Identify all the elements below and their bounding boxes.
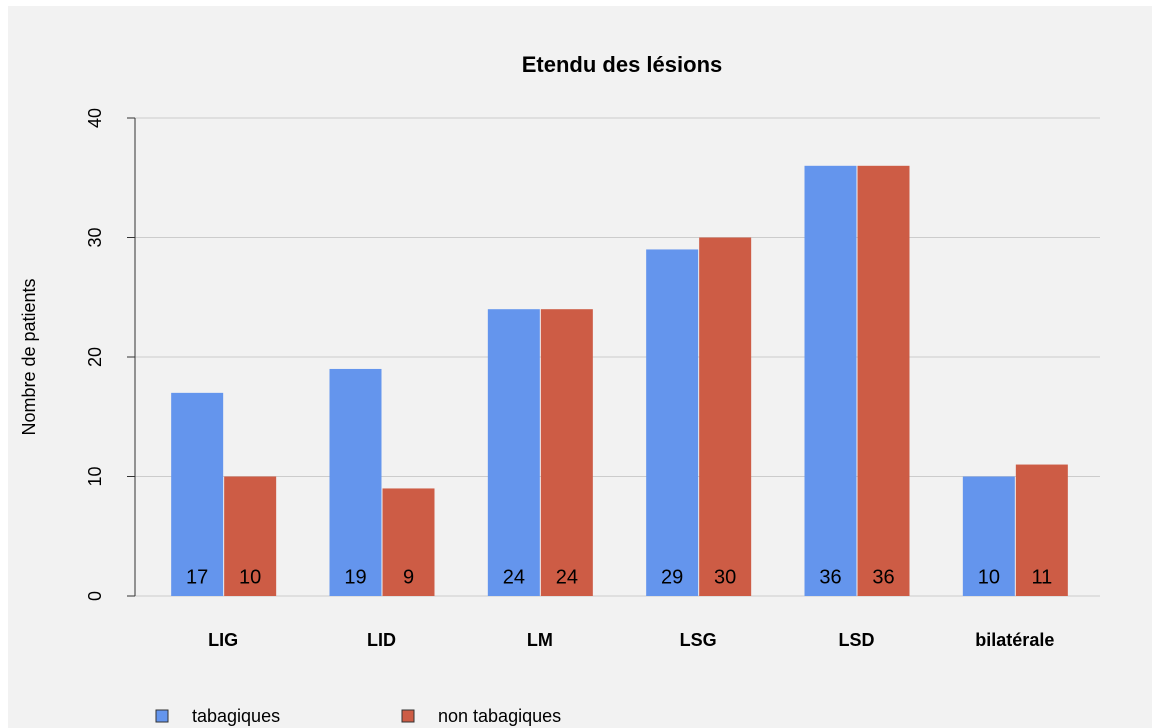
legend-label: non tabagiques [438, 706, 561, 726]
value-label: 36 [819, 566, 841, 588]
value-label: 10 [978, 566, 1000, 588]
y-tick-label: 20 [85, 347, 105, 367]
value-label: 19 [344, 566, 366, 588]
bar [962, 476, 1015, 596]
bar [487, 309, 540, 596]
bar [646, 249, 699, 596]
bar [540, 309, 593, 596]
bar [382, 488, 435, 596]
bar [224, 476, 277, 596]
y-tick-label: 40 [85, 108, 105, 128]
x-tick-label: LIG [208, 630, 238, 650]
x-tick-label: LM [527, 630, 553, 650]
value-label: 36 [872, 566, 894, 588]
y-tick-label: 0 [85, 591, 105, 601]
legend-swatch [401, 709, 415, 723]
y-axis-label: Nombre de patients [19, 278, 39, 435]
chart-title: Etendu des lésions [522, 52, 723, 77]
legend-label: tabagiques [192, 706, 280, 726]
value-label: 24 [503, 566, 525, 588]
x-tick-label: bilatérale [975, 630, 1054, 650]
value-label: 10 [239, 566, 261, 588]
value-label: 24 [556, 566, 578, 588]
value-label: 11 [1031, 566, 1052, 588]
value-label: 9 [403, 566, 414, 588]
bar [804, 165, 857, 597]
bar [329, 368, 382, 596]
bar [1015, 464, 1068, 596]
y-tick-label: 10 [85, 466, 105, 486]
value-label: 17 [186, 566, 208, 588]
bar [171, 392, 224, 596]
x-tick-label: LSG [680, 630, 717, 650]
x-tick-label: LID [367, 630, 396, 650]
value-label: 30 [714, 566, 736, 588]
bar [699, 237, 752, 596]
legend-swatch [155, 709, 169, 723]
x-tick-label: LSD [839, 630, 875, 650]
bar [857, 165, 910, 597]
y-tick-label: 30 [85, 227, 105, 247]
value-label: 29 [661, 566, 683, 588]
